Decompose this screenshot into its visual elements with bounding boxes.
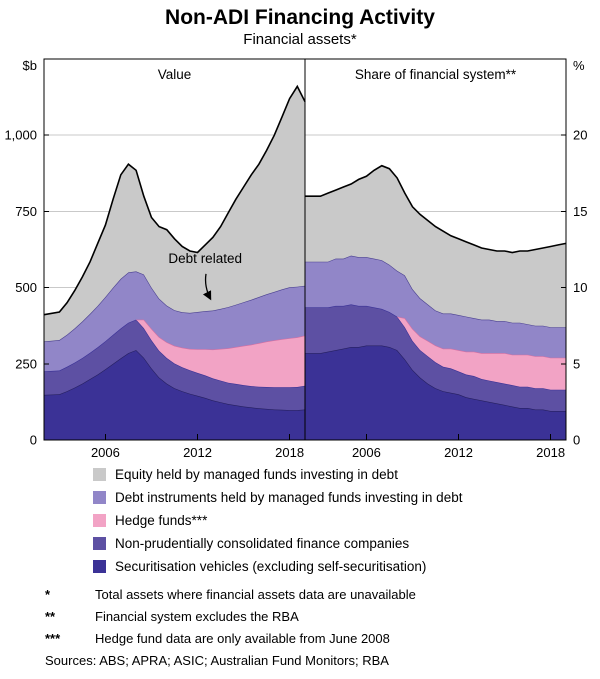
y-tick-label-left: 250 [15,356,37,371]
footnote-text: Total assets where financial assets data… [95,587,416,602]
legend-label: Equity held by managed funds investing i… [115,467,398,482]
y-tick-label-left: 0 [30,433,37,448]
area-4 [44,86,305,342]
y-tick-label-left: 500 [15,280,37,295]
footnote-marker: ** [45,609,56,624]
footnote: * Total assets where financial assets da… [45,587,600,602]
legend-item: Equity held by managed funds investing i… [93,463,600,486]
footnote-text: Financial system excludes the RBA [95,609,299,624]
annotation-arrow [202,273,212,301]
x-tick-label: 2006 [352,445,381,460]
left-axis-unit: $b [23,58,37,73]
footnote: ** Financial system excludes the RBA [45,609,600,624]
legend-swatch-securitisation [93,560,106,573]
legend-item: Debt instruments held by managed funds i… [93,486,600,509]
area-0 [44,350,305,440]
area-0 [305,345,566,440]
legend-swatch-hedge-funds [93,514,106,527]
area-3 [305,255,566,358]
area-4 [305,165,566,328]
legend-label: Non-prudentially consolidated finance co… [115,536,410,551]
legend: Equity held by managed funds investing i… [93,463,600,578]
y-tick-label-left: 1,000 [4,128,37,143]
panel-title: Value [158,67,192,82]
x-tick-label: 2018 [536,445,565,460]
footnote-marker: *** [45,631,61,646]
chart-subtitle: Financial assets* [243,31,357,48]
area-1 [305,304,566,411]
area-3 [44,271,305,372]
x-tick-label: 2018 [275,445,304,460]
legend-label: Debt instruments held by managed funds i… [115,490,463,505]
x-tick-label: 2012 [183,445,212,460]
legend-swatch-equity [93,468,106,481]
area-2 [44,319,305,388]
y-tick-label-right: 0 [573,433,580,448]
chart-canvas: Value 2006 2012 2018 Share of financial syst… [4,58,587,460]
legend-item: Non-prudentially consolidated finance co… [93,532,600,555]
x-tick-label: 2006 [91,445,120,460]
y-tick-label-right: 20 [573,128,587,143]
legend-label: Hedge funds*** [115,513,208,528]
right-axis-unit: % [573,58,585,73]
x-tick-label: 2012 [444,445,473,460]
panel-title: Share of financial system** [355,67,517,82]
y-tick-label-right: 5 [573,356,580,371]
legend-swatch-finance-companies [93,537,106,550]
annotation-label: Debt related [168,251,242,266]
sources-line: Sources: ABS; APRA; ASIC; Australian Fun… [45,653,389,668]
footnote-text: Hedge fund data are only available from … [95,631,390,646]
legend-item: Securitisation vehicles (excluding self-… [93,555,600,578]
chart-title: Non-ADI Financing Activity [165,6,435,29]
y-tick-label-right: 10 [573,280,587,295]
y-tick-label-right: 15 [573,204,587,219]
legend-item: Hedge funds*** [93,509,600,532]
footnotes: * Total assets where financial assets da… [45,587,600,668]
legend-label: Securitisation vehicles (excluding self-… [115,559,427,574]
legend-swatch-debt-instruments [93,491,106,504]
y-tick-label-left: 750 [15,204,37,219]
footnote: *** Hedge fund data are only available f… [45,631,600,646]
area-2 [305,304,566,390]
area-1 [44,319,305,411]
footnote-marker: * [45,587,51,602]
